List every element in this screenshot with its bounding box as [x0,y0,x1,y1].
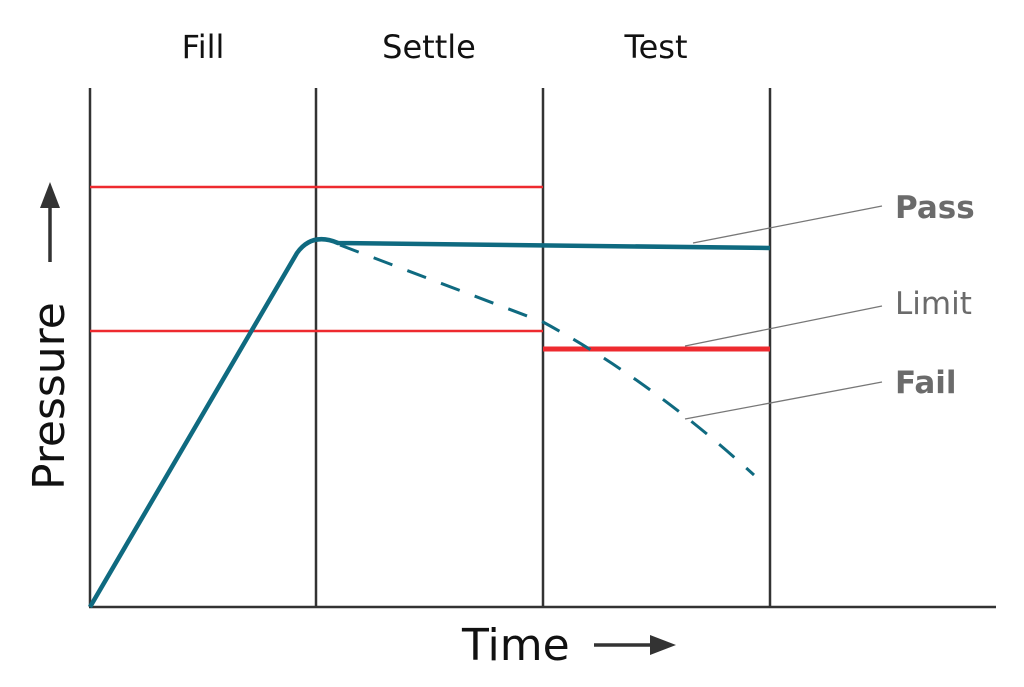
x-axis-arrow-icon [594,635,676,655]
y-axis-arrow-icon [40,182,60,262]
phase-label-fill: Fill [182,28,225,66]
pass-curve [88,237,771,609]
y-axis-title: Pressure [24,302,75,490]
leader-lines [684,205,883,420]
pass-label: Pass [895,190,975,226]
fail-curve [339,243,756,477]
y-axis-label: Pressure [24,302,75,490]
limit-label: Limit [895,286,972,322]
phase-label-test: Test [623,28,687,66]
x-axis-title: Time [461,620,570,671]
phase-label-settle: Settle [382,28,476,66]
fail-label: Fail [895,365,957,401]
